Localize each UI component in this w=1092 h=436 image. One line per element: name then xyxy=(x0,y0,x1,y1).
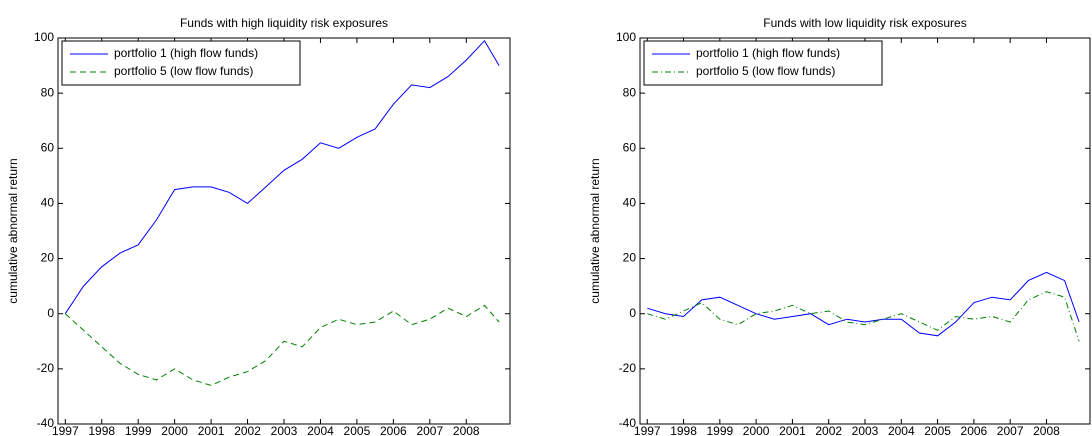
x-tick-label: 2000 xyxy=(743,424,770,436)
x-tick-label: 2006 xyxy=(380,424,407,436)
x-tick-label: 2004 xyxy=(307,424,334,436)
y-tick-label: 40 xyxy=(41,196,55,210)
y-tick-label: 20 xyxy=(623,251,637,265)
y-tick-label: -40 xyxy=(619,416,637,430)
x-tick-label: 2000 xyxy=(161,424,188,436)
y-tick-label: 60 xyxy=(41,140,55,154)
x-tick-label: 2001 xyxy=(779,424,806,436)
y-tick-label: 0 xyxy=(629,306,636,320)
x-tick-label: 2003 xyxy=(271,424,298,436)
series-line xyxy=(64,304,500,386)
y-tick-label: 60 xyxy=(623,140,637,154)
y-tick-label: 20 xyxy=(41,251,55,265)
subplot: Funds with low liquidity risk exposuresy… xyxy=(588,16,1091,436)
legend-label: portfolio 1 (high flow funds) xyxy=(114,46,258,60)
x-tick-label: 2002 xyxy=(815,424,842,436)
x-tick-label: 2007 xyxy=(416,424,443,436)
legend-box xyxy=(643,40,883,86)
x-tick-label: 2001 xyxy=(198,424,225,436)
x-tick-label: 2006 xyxy=(961,424,988,436)
y-tick-label: 80 xyxy=(41,85,55,99)
series-line xyxy=(647,271,1080,337)
y-axis-label: cumulative abnormal return xyxy=(588,158,602,303)
series-line xyxy=(647,291,1080,342)
legend-box xyxy=(61,40,301,86)
x-tick-label: 1998 xyxy=(670,424,697,436)
x-tick-label: 2005 xyxy=(344,424,371,436)
plot-area xyxy=(639,37,1091,425)
chart-title: Funds with low liquidity risk exposures xyxy=(763,16,966,30)
subplot: Funds with high liquidity risk exposures… xyxy=(6,16,511,436)
y-axis-label: cumulative abnormal return xyxy=(6,158,20,303)
x-tick-label: 1997 xyxy=(634,424,661,436)
plot-area xyxy=(57,37,511,425)
series-line xyxy=(64,39,500,314)
x-tick-label: 2007 xyxy=(997,424,1024,436)
chart-title: Funds with high liquidity risk exposures xyxy=(180,16,388,30)
y-tick-label: 100 xyxy=(616,30,636,44)
x-tick-label: 2008 xyxy=(1033,424,1060,436)
legend-label: portfolio 1 (high flow funds) xyxy=(696,46,840,60)
legend-label: portfolio 5 (low flow funds) xyxy=(114,64,253,78)
y-tick-label: -20 xyxy=(37,361,55,375)
x-tick-label: 2004 xyxy=(888,424,915,436)
x-tick-label: 2005 xyxy=(924,424,951,436)
x-tick-label: 2008 xyxy=(453,424,480,436)
y-tick-label: 0 xyxy=(47,306,54,320)
y-tick-label: -40 xyxy=(37,416,55,430)
y-tick-label: -20 xyxy=(619,361,637,375)
x-tick-label: 2003 xyxy=(852,424,879,436)
x-tick-label: 1999 xyxy=(125,424,152,436)
y-tick-label: 100 xyxy=(34,30,54,44)
y-tick-label: 40 xyxy=(623,196,637,210)
x-tick-label: 1999 xyxy=(706,424,733,436)
x-tick-label: 2002 xyxy=(234,424,261,436)
x-tick-label: 1998 xyxy=(88,424,115,436)
y-tick-label: 80 xyxy=(623,85,637,99)
legend-label: portfolio 5 (low flow funds) xyxy=(696,64,835,78)
x-tick-label: 1997 xyxy=(52,424,79,436)
